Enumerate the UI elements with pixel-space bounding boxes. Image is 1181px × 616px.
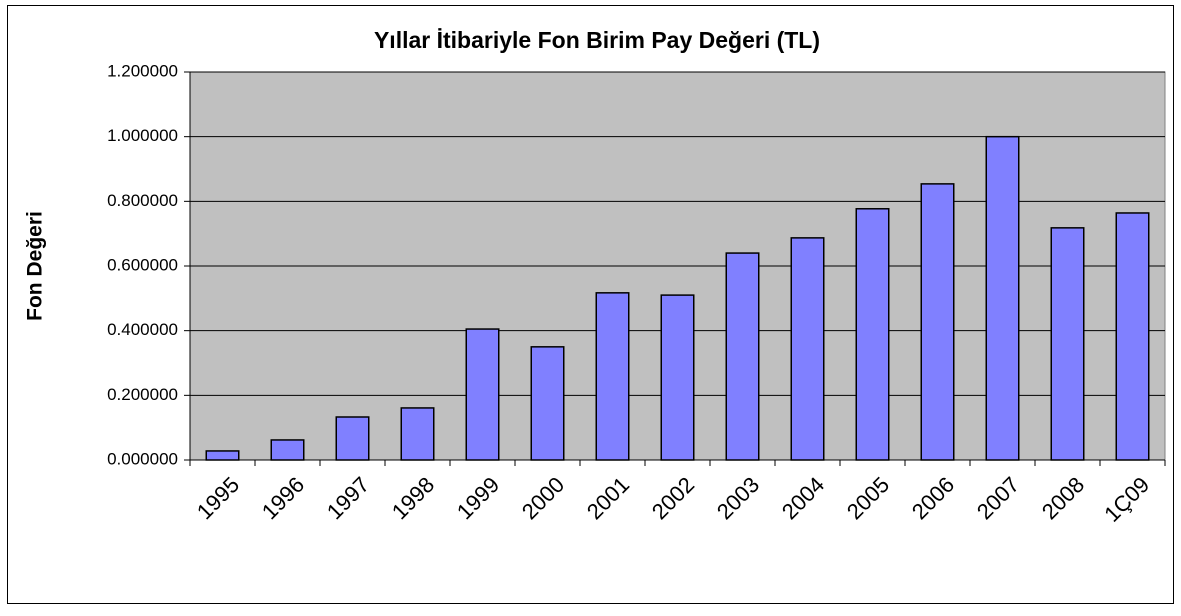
bar (725, 252, 760, 461)
y-axis-label: Fon Değeri (24, 211, 47, 321)
bar (400, 407, 435, 461)
y-tick-label: 0.000000 (107, 449, 178, 468)
bar (465, 328, 500, 461)
y-tick-label: 1.200000 (107, 61, 178, 80)
bar (335, 416, 370, 461)
bar (855, 208, 890, 461)
bar (1050, 227, 1085, 461)
y-tick-label: 0.600000 (107, 255, 178, 274)
bar (270, 439, 305, 461)
bar (1115, 212, 1150, 461)
bar (985, 135, 1020, 461)
bar (595, 292, 630, 461)
y-tick-label: 0.400000 (107, 320, 178, 339)
y-tick-label: 0.800000 (107, 191, 178, 210)
bar (790, 237, 825, 461)
y-tick-label: 0.200000 (107, 385, 178, 404)
chart-title: Yıllar İtibariyle Fon Birim Pay Değeri (… (374, 27, 820, 53)
y-tick-label: 1.000000 (107, 126, 178, 145)
bar (205, 450, 240, 461)
bar (530, 346, 565, 461)
bar (660, 294, 695, 461)
bar (920, 183, 955, 461)
